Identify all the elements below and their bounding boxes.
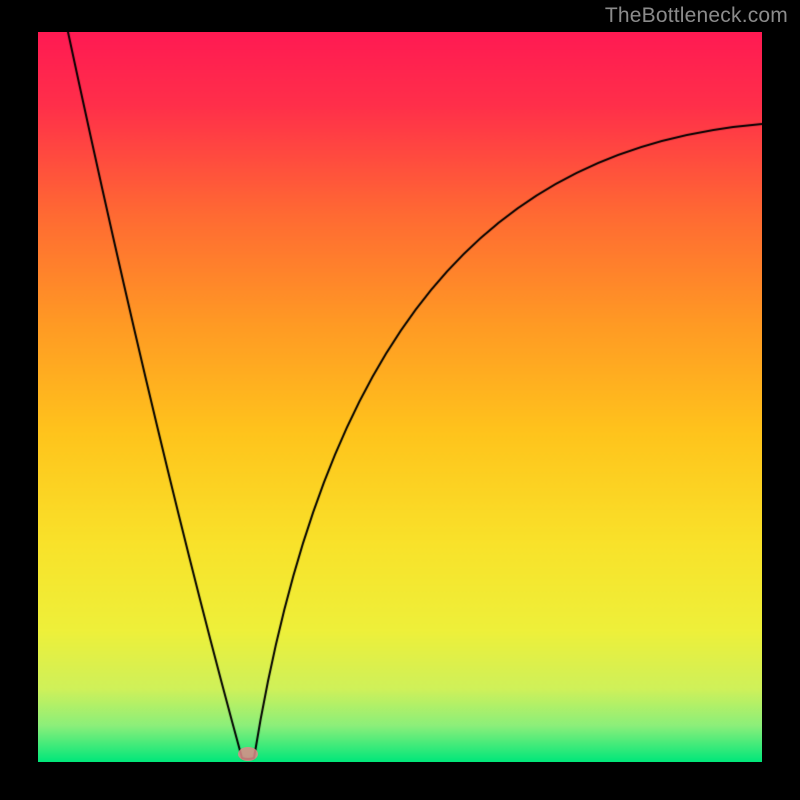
plot-canvas bbox=[38, 32, 762, 762]
watermark-text: TheBottleneck.com bbox=[605, 4, 788, 28]
plot-area bbox=[38, 32, 762, 762]
chart-frame: TheBottleneck.com bbox=[0, 0, 800, 800]
minimum-marker bbox=[238, 747, 258, 761]
